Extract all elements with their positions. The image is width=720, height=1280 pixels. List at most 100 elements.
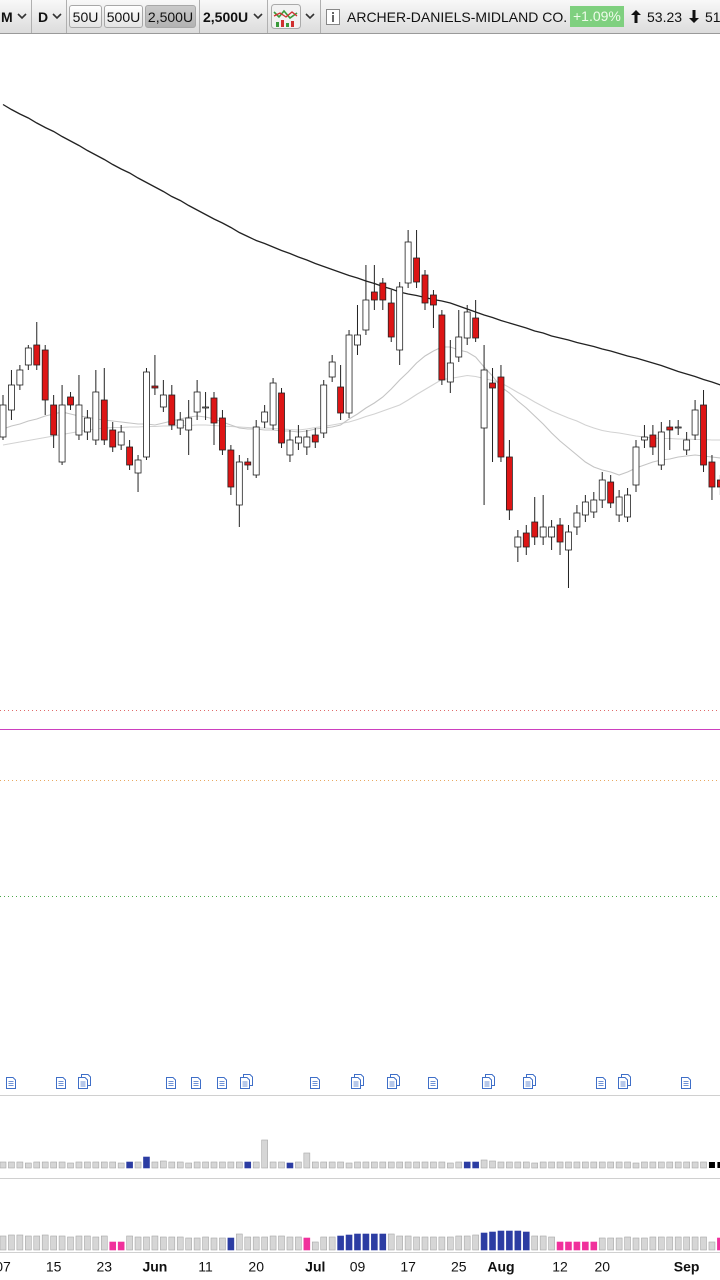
interval-menu[interactable]: M — [1, 9, 13, 25]
event-icon[interactable] — [596, 1077, 606, 1089]
volume-bar — [303, 1237, 311, 1251]
candle-body — [176, 419, 184, 429]
volume-bar — [337, 1161, 344, 1169]
candle-body — [235, 461, 243, 506]
period-menu[interactable]: D — [38, 9, 49, 25]
event-icon[interactable] — [351, 1074, 364, 1089]
volume-bar — [176, 1161, 184, 1169]
volume-bar — [362, 1233, 370, 1251]
candle-body — [446, 362, 454, 383]
event-icon[interactable] — [240, 1074, 253, 1089]
volume-bar — [683, 1236, 690, 1251]
volume-bar — [126, 1161, 133, 1169]
volume-bar — [362, 1161, 370, 1169]
volume-bar — [58, 1235, 66, 1251]
event-icon[interactable] — [428, 1077, 438, 1089]
candle-body — [337, 386, 345, 414]
volume-bar — [708, 1162, 715, 1168]
units-button[interactable]: 50U — [69, 5, 102, 28]
candle-body — [328, 361, 336, 378]
event-icon[interactable] — [6, 1077, 16, 1089]
volume-bar — [84, 1235, 91, 1251]
volume-bar — [202, 1236, 209, 1251]
candle-body — [565, 531, 572, 551]
event-icon[interactable] — [166, 1077, 176, 1089]
volume-bar — [573, 1161, 581, 1169]
candle-body — [641, 436, 648, 441]
units-button[interactable]: 500U — [104, 5, 143, 28]
indicator-icon[interactable] — [271, 4, 301, 29]
candle-body — [58, 404, 66, 463]
candle-body — [303, 436, 311, 448]
volume-bar — [413, 1161, 420, 1169]
candle-body — [674, 426, 682, 429]
volume-bar — [666, 1236, 674, 1251]
volume-bar — [379, 1233, 387, 1251]
volume-bar — [311, 1161, 319, 1169]
volume-bar — [151, 1161, 159, 1169]
volume-bar — [455, 1161, 463, 1169]
event-icon[interactable] — [56, 1077, 66, 1089]
x-tick-label: Jun — [142, 1259, 167, 1275]
info-icon[interactable] — [326, 9, 340, 25]
x-tick-label: 20 — [594, 1259, 610, 1275]
event-icons — [6, 1074, 691, 1089]
event-icon[interactable] — [217, 1077, 227, 1089]
candle-body — [683, 439, 691, 451]
volume-bar — [717, 1237, 720, 1251]
event-icon[interactable] — [387, 1074, 400, 1089]
event-icon[interactable] — [618, 1074, 631, 1089]
candle-body — [24, 347, 32, 366]
units-button[interactable]: 2,500U — [145, 5, 196, 28]
candle-body — [109, 429, 117, 448]
volume-bar — [539, 1235, 547, 1251]
event-icon[interactable] — [78, 1074, 91, 1089]
volume-bar — [50, 1235, 57, 1251]
volume-bar — [455, 1235, 463, 1251]
event-icon[interactable] — [523, 1074, 536, 1089]
event-icon[interactable] — [191, 1077, 201, 1089]
volume-bar — [548, 1161, 555, 1169]
volume-bar — [109, 1161, 117, 1169]
up-arrow — [631, 10, 641, 23]
volume-bar — [286, 1236, 294, 1251]
volume-bar — [421, 1236, 429, 1251]
volume-bar — [413, 1236, 420, 1251]
event-icon[interactable] — [310, 1077, 320, 1089]
volume-bar — [261, 1139, 268, 1169]
volume-bar — [556, 1161, 564, 1169]
volume-bar — [75, 1235, 83, 1251]
volume-bar — [210, 1161, 218, 1169]
candle-body — [159, 394, 167, 408]
security-title: ARCHER-DANIELS-MIDLAND CO. — [347, 9, 568, 25]
volume-bar — [109, 1241, 117, 1251]
candle-body — [573, 512, 581, 528]
volume-bar — [219, 1161, 226, 1169]
volume-bar — [438, 1161, 446, 1169]
candle-body — [92, 391, 100, 441]
volume-bar — [345, 1234, 353, 1251]
volume-bar — [565, 1161, 572, 1169]
volume-bar — [117, 1162, 125, 1169]
volume-bar — [143, 1156, 150, 1169]
candle-body — [489, 382, 496, 389]
high-price: 53.23 — [647, 9, 683, 25]
volume-bar — [632, 1162, 640, 1169]
event-icon[interactable] — [681, 1077, 691, 1089]
candle-body — [0, 404, 7, 438]
volume-bar — [472, 1234, 479, 1251]
volume-bar — [387, 1161, 395, 1169]
volume-bar — [92, 1236, 100, 1251]
units-menu[interactable]: 2,500U — [203, 9, 249, 25]
volume-bar — [506, 1161, 513, 1169]
candle-body — [581, 501, 589, 516]
volume-bar — [100, 1161, 108, 1169]
event-icon[interactable] — [482, 1074, 495, 1089]
volume-bar — [463, 1161, 471, 1169]
volume-bar — [615, 1237, 623, 1251]
candle-body — [463, 311, 471, 339]
volume-bar — [176, 1236, 184, 1251]
candle-body — [354, 334, 361, 346]
candle-body — [505, 456, 513, 511]
